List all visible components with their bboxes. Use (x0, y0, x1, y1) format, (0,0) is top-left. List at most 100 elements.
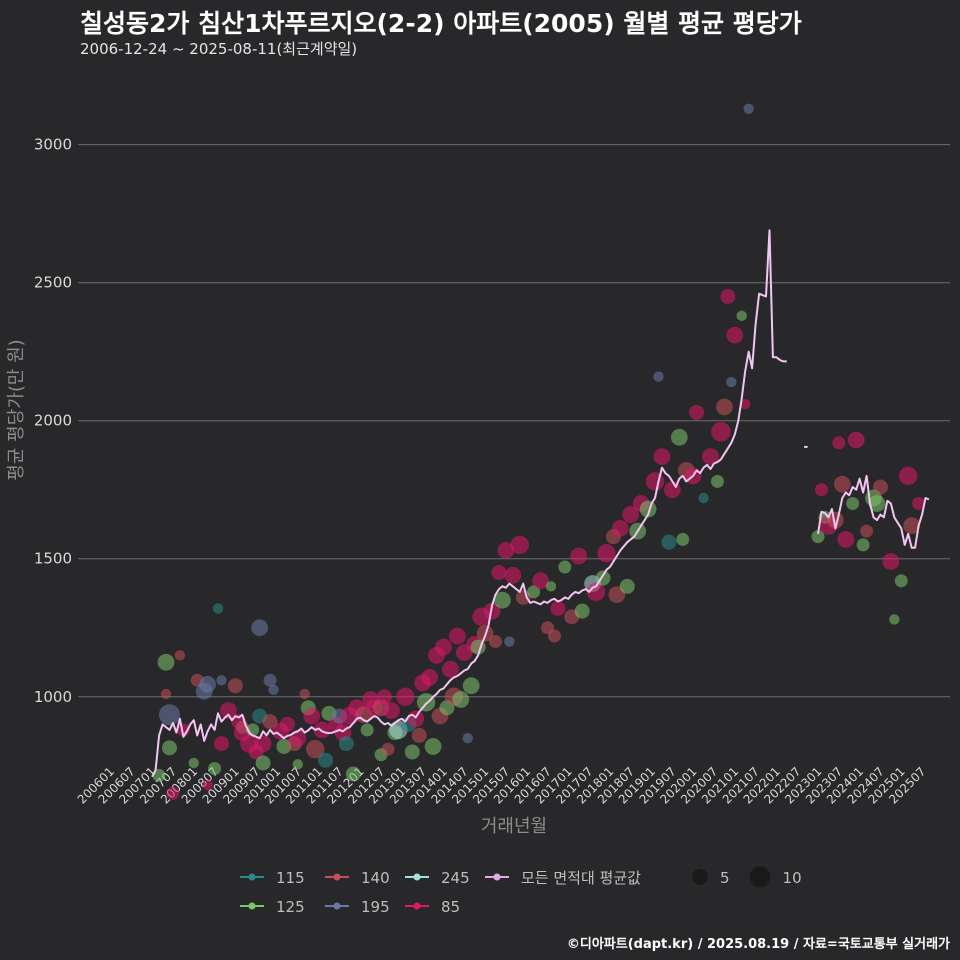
chart-subtitle: 2006-12-24 ~ 2025-08-11(최근계약일) (80, 40, 358, 58)
data-point-140 (860, 524, 874, 538)
data-point-125 (868, 495, 886, 512)
data-point-85 (832, 436, 846, 450)
data-point-85 (611, 519, 629, 537)
data-point-195 (268, 684, 279, 696)
average-line-segment (151, 229, 787, 778)
data-point-85 (504, 566, 522, 584)
data-point-140 (411, 727, 427, 743)
data-point-125 (736, 310, 747, 322)
legend-key-dot (493, 873, 501, 881)
data-point-140 (299, 688, 310, 700)
data-point-125 (639, 500, 657, 518)
data-point-125 (846, 497, 860, 511)
data-point-195 (462, 732, 473, 744)
data-point-125 (527, 585, 541, 599)
data-point-85 (214, 736, 230, 752)
data-point-125 (345, 766, 361, 782)
data-point-115 (338, 736, 354, 752)
data-point-125 (574, 603, 590, 619)
data-point-85 (653, 448, 671, 466)
legend-label: 모든 면적대 평균값 (521, 869, 641, 887)
data-point-85 (448, 627, 466, 645)
data-point-140 (488, 635, 502, 649)
data-point-125 (670, 428, 688, 446)
data-point-125 (188, 757, 199, 769)
data-point-195 (199, 675, 217, 693)
data-point-85 (882, 553, 900, 570)
data-point-85 (220, 702, 237, 719)
y-tick-label: 1000 (34, 688, 72, 706)
data-point-125 (360, 723, 374, 737)
data-point-125 (558, 560, 572, 574)
data-point-85 (383, 702, 400, 719)
data-point-85 (570, 547, 588, 565)
data-point-140 (826, 511, 844, 529)
data-point-125 (462, 677, 480, 695)
data-point-140 (547, 629, 561, 643)
legend-key-dot (333, 902, 341, 910)
y-tick-label: 3000 (34, 136, 72, 154)
data-point-125 (255, 755, 271, 771)
data-point-125 (416, 693, 436, 712)
legend-key-dot (248, 873, 256, 881)
data-point-85 (586, 582, 606, 602)
data-points (152, 103, 926, 800)
data-point-85 (597, 544, 616, 563)
data-point-85 (510, 535, 529, 555)
data-point-85 (720, 289, 736, 305)
y-axis-title: 평균 평당가(만 원) (6, 339, 27, 480)
data-point-125 (424, 738, 442, 755)
data-point-195 (251, 619, 269, 637)
data-point-140 (305, 739, 325, 759)
data-point-195 (263, 673, 277, 687)
legend-key-dot (333, 873, 341, 881)
legend-size-circle (749, 866, 771, 888)
data-point-85 (442, 660, 459, 678)
data-point-125 (856, 538, 870, 552)
legend-label: 195 (361, 898, 390, 916)
data-point-125 (292, 759, 304, 770)
data-point-85 (847, 431, 865, 449)
data-point-85 (303, 707, 321, 725)
data-point-195 (726, 376, 737, 388)
legend-label: 245 (441, 869, 470, 887)
data-point-85 (377, 689, 393, 705)
data-point-195 (653, 371, 664, 382)
data-point-85 (435, 638, 452, 656)
x-axis-title: 거래년월 (481, 816, 547, 837)
legend: 115 140 245 모든 면적대 평균값 125 195 85 5 10 (240, 866, 802, 916)
data-point-85 (912, 497, 926, 511)
data-point-85 (645, 472, 665, 491)
data-point-125 (894, 574, 908, 588)
legend-label: 115 (276, 869, 305, 887)
data-point-115 (661, 534, 677, 550)
data-point-85 (407, 710, 425, 728)
data-point-140 (715, 398, 733, 416)
legend-label: 140 (361, 869, 390, 887)
data-point-125 (161, 740, 177, 756)
data-point-85 (279, 716, 295, 732)
legend-key-dot (413, 902, 421, 910)
data-point-140 (227, 678, 243, 694)
data-point-125 (404, 744, 420, 760)
data-point-85 (202, 779, 213, 791)
data-point-195 (158, 704, 180, 726)
data-point-195 (216, 674, 227, 686)
y-axis-ticks: 1000 1500 2000 2500 3000 (34, 136, 72, 706)
data-point-140 (872, 479, 888, 495)
data-point-85 (550, 600, 566, 616)
data-point-125 (619, 578, 635, 594)
data-point-125 (545, 581, 557, 592)
data-point-85 (396, 687, 415, 706)
y-tick-label: 1500 (34, 550, 72, 568)
data-point-140 (381, 742, 395, 756)
y-tick-label: 2500 (34, 274, 72, 292)
source-footer: ©디아파트(dapt.kr) / 2025.08.19 / 자료=국토교통부 실… (566, 937, 950, 952)
legend-key-dot (413, 873, 421, 881)
data-point-85 (689, 404, 705, 420)
legend-key-dot (248, 902, 256, 910)
data-point-85 (622, 506, 640, 523)
average-line-segment (817, 474, 930, 549)
data-point-125 (152, 768, 166, 782)
